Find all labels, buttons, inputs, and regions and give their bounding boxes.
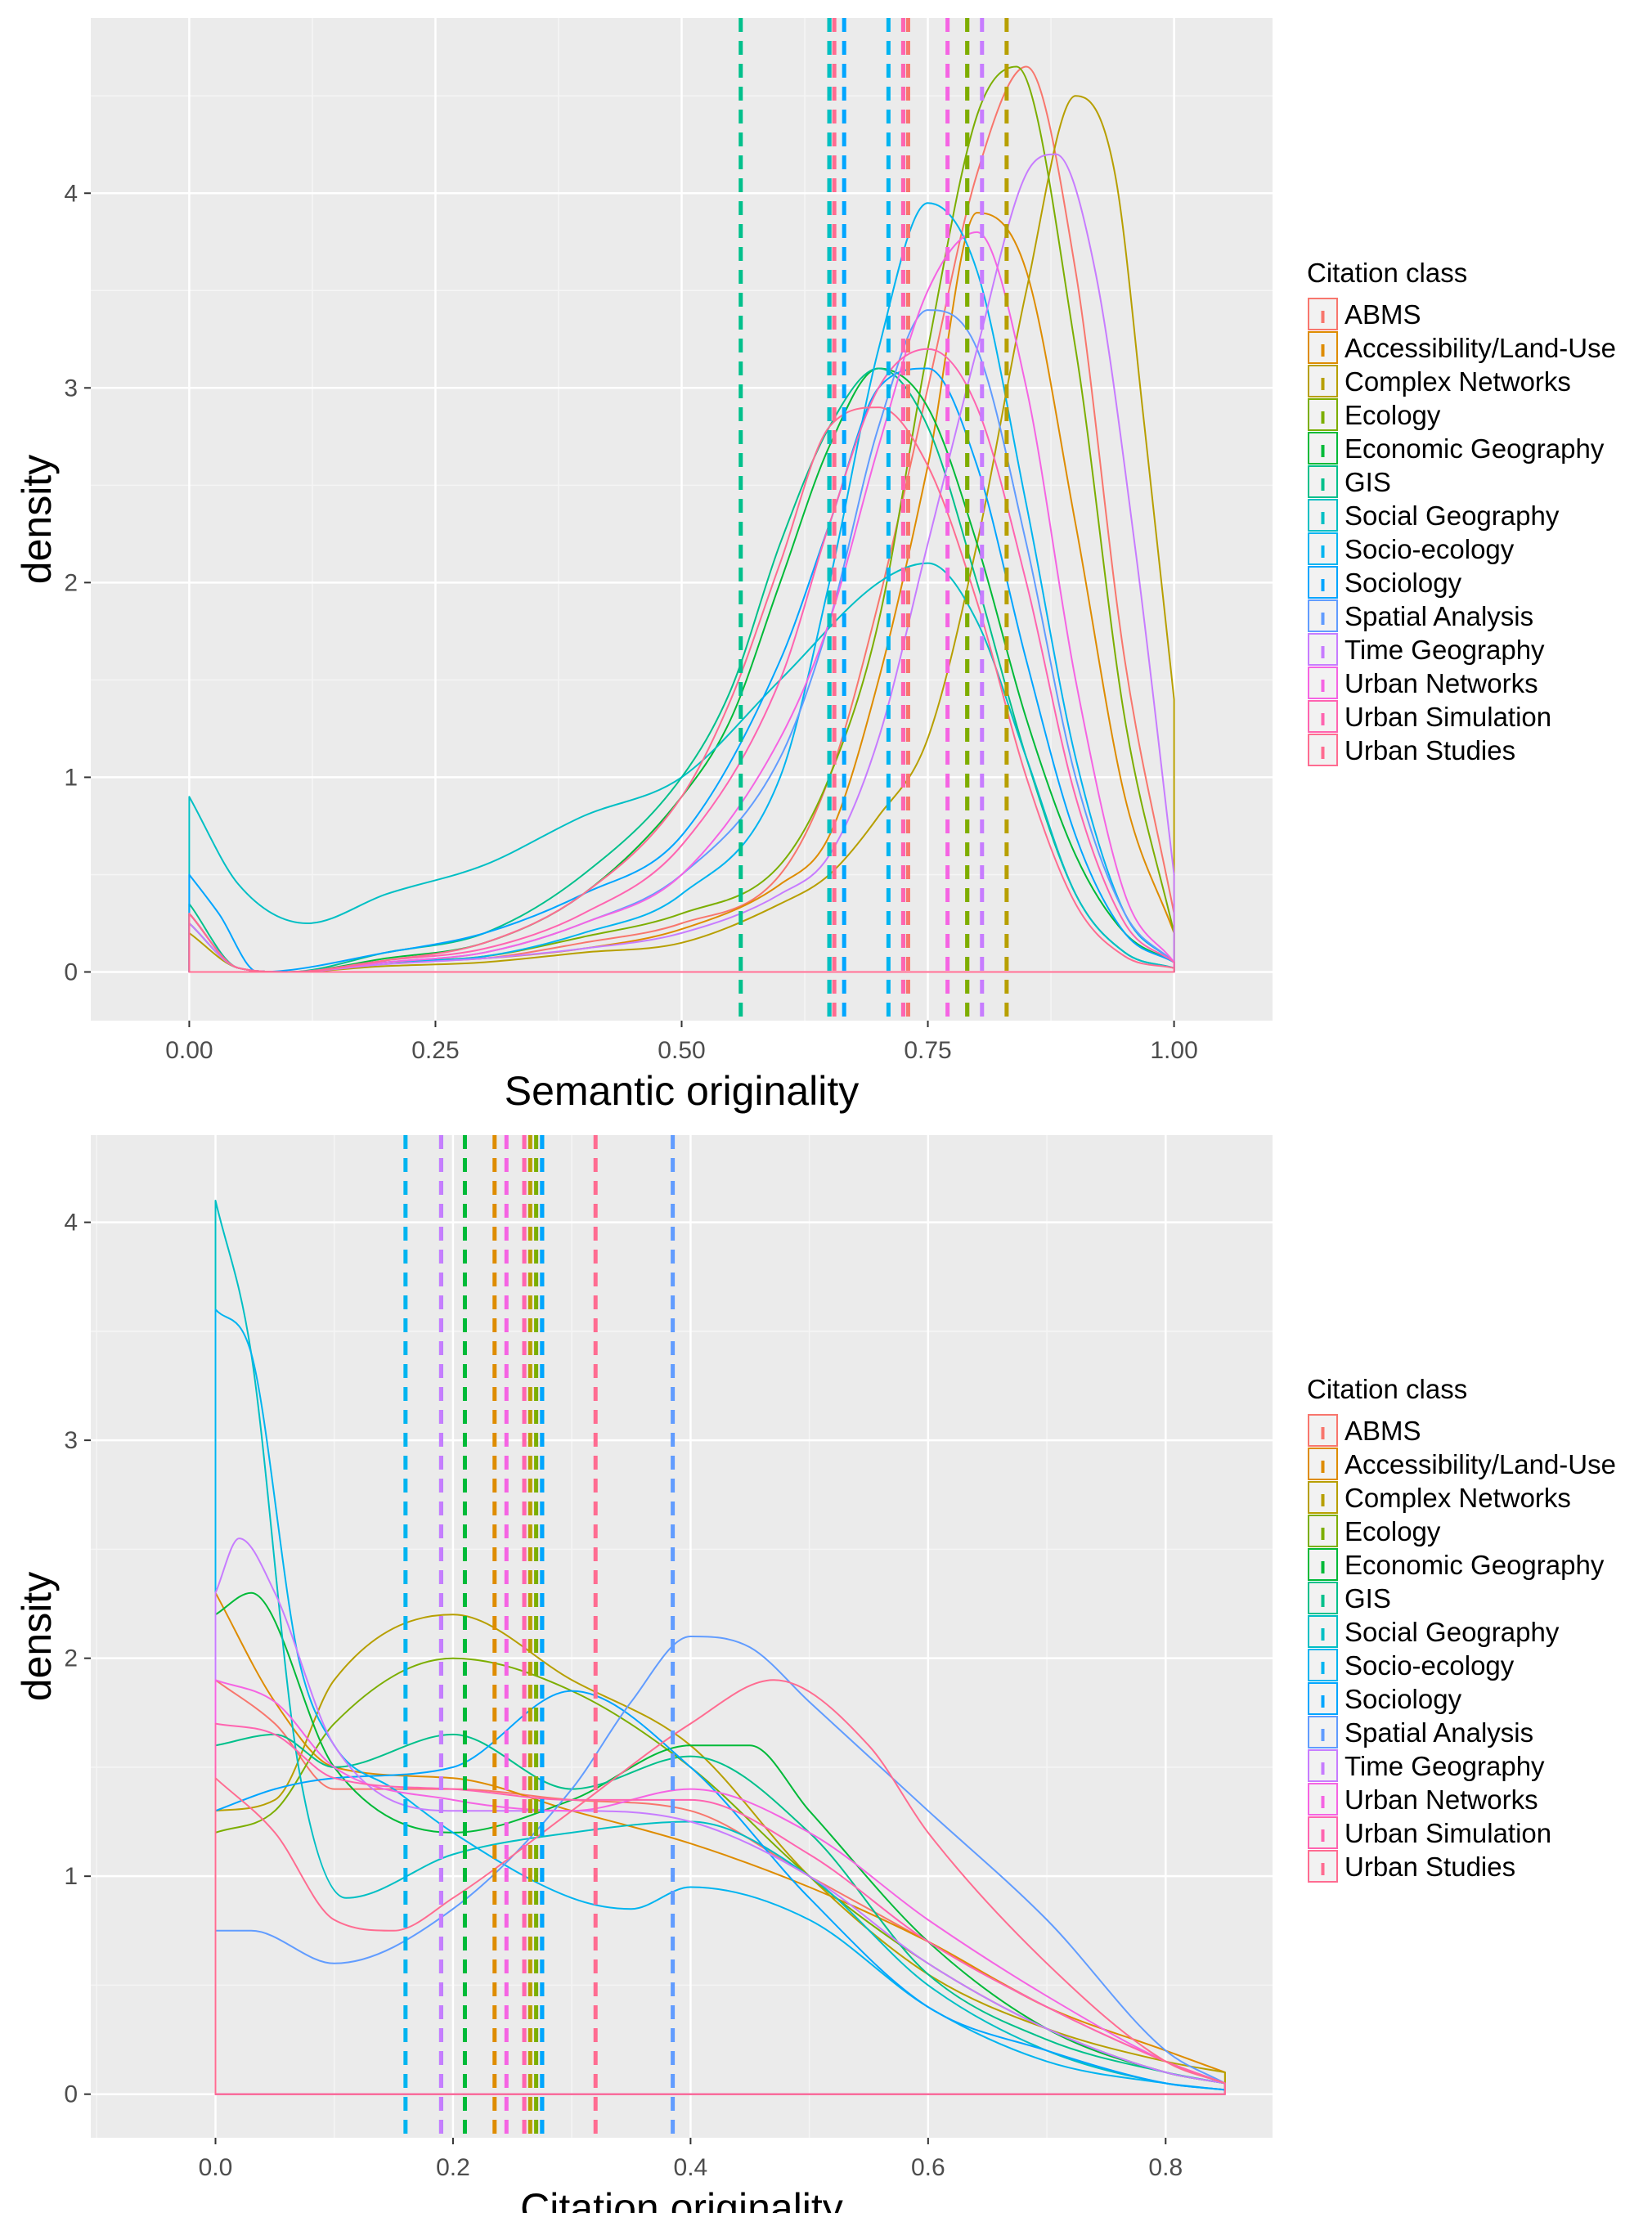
x-axis-title: Semantic originality bbox=[505, 1068, 860, 1114]
legend-label: Urban Studies bbox=[1344, 735, 1515, 765]
legend-label: Sociology bbox=[1344, 1684, 1462, 1714]
x-tick-label: 0.00 bbox=[165, 1037, 213, 1064]
legend-label: Economic Geography bbox=[1344, 433, 1605, 464]
legend-label: Accessibility/Land-Use bbox=[1344, 333, 1616, 363]
legend-title: Citation class bbox=[1307, 258, 1467, 288]
x-tick-label: 0.6 bbox=[911, 2154, 945, 2181]
density-curve-time-geography bbox=[188, 153, 1175, 973]
legend-label: Ecology bbox=[1344, 400, 1441, 430]
legend-key bbox=[1308, 566, 1338, 599]
legend-label: Economic Geography bbox=[1344, 1550, 1605, 1580]
legend-label: Urban Networks bbox=[1344, 668, 1538, 698]
x-tick-label: 0.25 bbox=[411, 1037, 459, 1064]
legend-label: ABMS bbox=[1344, 299, 1421, 330]
legend-key bbox=[1308, 365, 1338, 397]
legend-label: Socio-ecology bbox=[1344, 534, 1515, 564]
legend-label: Accessibility/Land-Use bbox=[1344, 1449, 1616, 1479]
x-tick-label: 0.8 bbox=[1148, 2154, 1183, 2181]
x-tick-label: 0.75 bbox=[904, 1037, 951, 1064]
y-tick-label: 0 bbox=[64, 2081, 78, 2108]
y-tick-label: 1 bbox=[64, 764, 78, 791]
legend-label: GIS bbox=[1344, 467, 1391, 497]
legend-label: Time Geography bbox=[1344, 635, 1545, 665]
legend-label: Complex Networks bbox=[1344, 366, 1571, 397]
density-curve-accessibility-land-use bbox=[214, 1591, 1226, 2095]
legend-label: Spatial Analysis bbox=[1344, 601, 1533, 631]
legend-label: Urban Networks bbox=[1344, 1784, 1538, 1815]
density-curve-urban-studies bbox=[214, 1679, 1226, 2095]
plot-background bbox=[91, 1135, 1273, 2138]
legend: Citation class ABMSAccessibility/Land-Use… bbox=[1307, 1374, 1616, 1883]
x-tick-label: 0.2 bbox=[436, 2154, 470, 2181]
legend-label: ABMS bbox=[1344, 1416, 1421, 1446]
x-axis-title: Citation originality bbox=[520, 2185, 843, 2213]
density-curve-sociology bbox=[188, 367, 1175, 973]
legend-key bbox=[1308, 1783, 1338, 1816]
y-tick-label: 2 bbox=[64, 569, 78, 596]
x-tick-label: 0.4 bbox=[674, 2154, 708, 2181]
chart-panel-citation: 0.0 0.2 0.4 0.6 0.8 0 1 2 3 4 Citation originality… bbox=[14, 1135, 1616, 2213]
legend-key bbox=[1308, 734, 1338, 766]
legend-label: Urban Studies bbox=[1344, 1852, 1515, 1882]
legend-key bbox=[1308, 700, 1338, 733]
density-curve-urban-simulation bbox=[214, 1722, 1226, 2095]
legend-label: GIS bbox=[1344, 1583, 1391, 1614]
legend-label: Social Geography bbox=[1344, 501, 1560, 531]
legend-key bbox=[1308, 1682, 1338, 1715]
y-tick-label: 0 bbox=[64, 958, 78, 985]
y-axis-title: density bbox=[14, 1572, 60, 1701]
legend-label: Urban Simulation bbox=[1344, 702, 1551, 732]
chart-panel-semantic: 0.00 0.25 0.50 0.75 1.00 0 1 2 3 4 Semantic origin… bbox=[14, 18, 1616, 1114]
x-tick-label: 0.0 bbox=[199, 2154, 233, 2181]
legend-label: Time Geography bbox=[1344, 1751, 1545, 1781]
legend-label: Urban Simulation bbox=[1344, 1818, 1551, 1848]
legend-label: Ecology bbox=[1344, 1516, 1441, 1546]
y-tick-label: 1 bbox=[64, 1863, 78, 1890]
legend-label: Sociology bbox=[1344, 568, 1462, 598]
x-tick-label: 1.00 bbox=[1150, 1037, 1197, 1064]
density-curve-sociology bbox=[214, 1690, 1226, 2095]
x-tick-label: 0.50 bbox=[658, 1037, 705, 1064]
y-tick-label: 4 bbox=[64, 1210, 78, 1237]
y-tick-label: 4 bbox=[64, 180, 78, 207]
y-tick-label: 3 bbox=[64, 1427, 78, 1454]
legend-label: Complex Networks bbox=[1344, 1483, 1571, 1513]
y-tick-label: 3 bbox=[64, 375, 78, 402]
density-curve-economic-geography bbox=[188, 367, 1175, 973]
density-curve-time-geography bbox=[214, 1537, 1226, 2095]
density-curve-urban-networks bbox=[188, 231, 1175, 973]
legend-label: Social Geography bbox=[1344, 1617, 1560, 1647]
legend-label: Spatial Analysis bbox=[1344, 1717, 1533, 1748]
density-curve-spatial-analysis bbox=[214, 1636, 1226, 2095]
density-curve-complex-networks bbox=[188, 95, 1175, 973]
legend-label: Socio-ecology bbox=[1344, 1650, 1515, 1681]
density-curve-socio-ecology bbox=[214, 1308, 1226, 2095]
legend: Citation class ABMSAccessibility/Land-Use… bbox=[1307, 258, 1616, 766]
legend-key bbox=[1308, 1649, 1338, 1681]
density-curve-urban-networks bbox=[214, 1679, 1226, 2095]
y-tick-label: 2 bbox=[64, 1645, 78, 1672]
legend-key bbox=[1308, 331, 1338, 364]
legend-title: Citation class bbox=[1307, 1374, 1467, 1404]
y-axis-title: density bbox=[14, 455, 60, 584]
density-curve-urban-studies bbox=[188, 406, 1175, 973]
